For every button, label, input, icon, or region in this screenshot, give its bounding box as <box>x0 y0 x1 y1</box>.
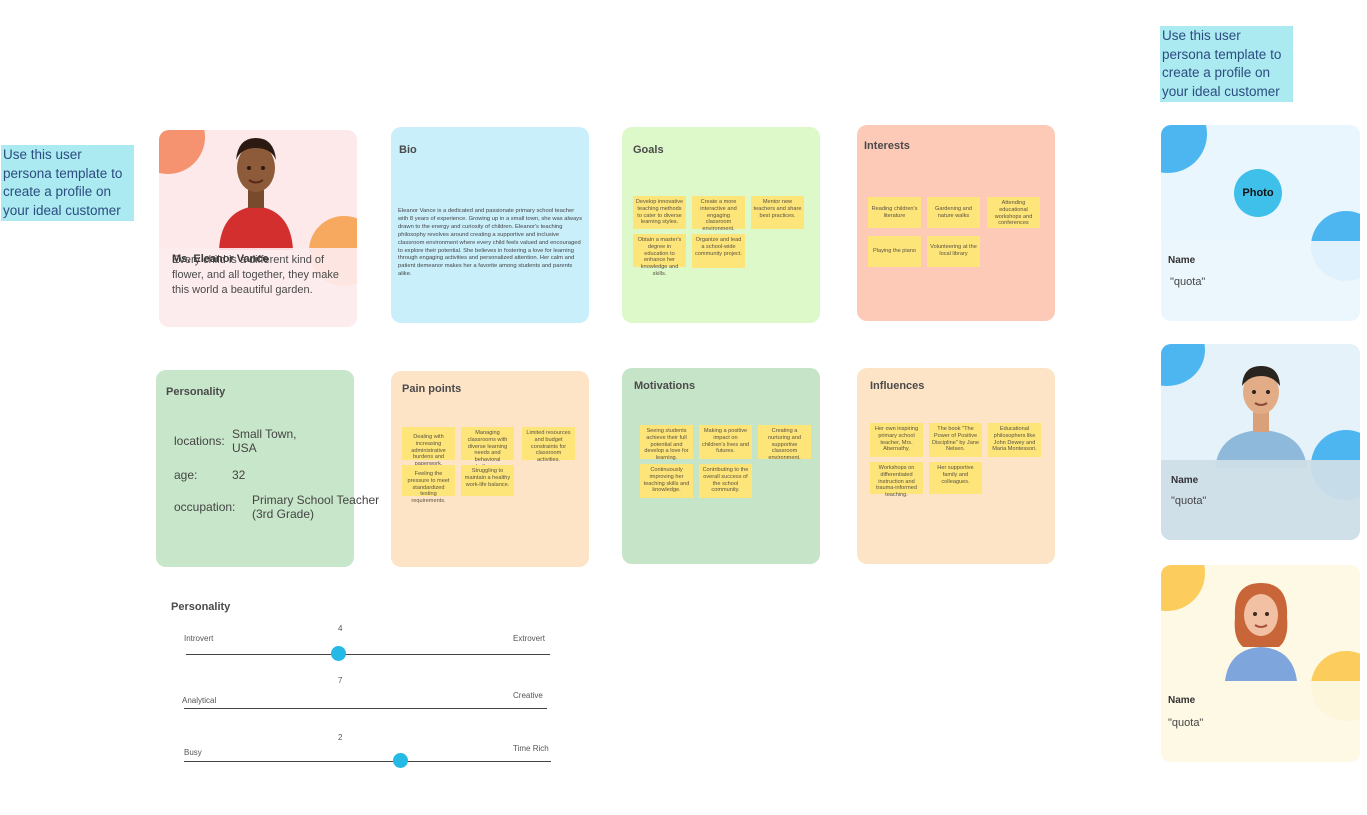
decor-blob <box>1161 125 1207 173</box>
personality-scale-title: Personality <box>171 601 231 613</box>
persona-name: Ms. Eleanor Vance <box>172 253 269 265</box>
pain-points-title: Pain points <box>402 383 462 395</box>
occupation-value: Primary School Teacher (3rd Grade) <box>252 493 380 521</box>
template-name: Name <box>1171 475 1199 486</box>
trait-value: 2 <box>338 733 343 742</box>
sticky-note: Seeing students achieve their full poten… <box>640 425 693 461</box>
trait-left-label: Busy <box>184 748 202 757</box>
slider-track <box>184 708 547 709</box>
hint-note-left: Use this user persona template to create… <box>1 145 134 221</box>
occupation-label: occupation: <box>174 500 236 514</box>
info-panel <box>1161 460 1360 540</box>
influences-card: Influences Her own inspiring primary sch… <box>857 368 1055 564</box>
slider-knob[interactable] <box>393 753 409 768</box>
trait-right-label: Time Rich <box>513 744 549 753</box>
sticky-note: The book "The Power of Positive Discipli… <box>929 423 982 457</box>
sticky-note: Making a positive impact on children's l… <box>699 425 752 459</box>
age-value: 32 <box>232 468 246 482</box>
quote-panel <box>159 248 357 327</box>
template-quote: "quota" <box>1170 276 1206 288</box>
bio-title: Bio <box>399 144 417 156</box>
template-quote: "quota" <box>1168 717 1204 729</box>
info-panel <box>1161 681 1360 762</box>
persona-quote: Every child is a different kind of flowe… <box>172 254 339 296</box>
avatar <box>1215 366 1307 468</box>
goals-title: Goals <box>633 144 664 156</box>
avatar <box>1225 583 1297 681</box>
avatar <box>219 138 293 250</box>
trait-right-label: Creative <box>513 691 543 700</box>
sticky-note: Gardening and nature walks <box>927 197 980 228</box>
location-label: locations: <box>174 434 225 448</box>
goals-card: Goals Develop innovative teaching method… <box>622 127 820 323</box>
photo-placeholder[interactable]: Photo <box>1234 169 1282 217</box>
motivations-card: Motivations Seeing students achieve thei… <box>622 368 820 564</box>
decor-blob <box>159 130 205 174</box>
sticky-note: Feeling the pressure to meet standardize… <box>402 465 455 504</box>
sticky-note: Attending educational workshops and conf… <box>987 197 1040 228</box>
sticky-note: Workshops on differentiated instruction … <box>870 462 923 498</box>
trait-left-label: Analytical <box>182 696 217 705</box>
trait-value: 4 <box>338 624 343 633</box>
sticky-note: Struggling to maintain a healthy work-li… <box>461 465 514 496</box>
template-quote: "quota" <box>1171 495 1207 507</box>
template-name: Name <box>1168 695 1196 706</box>
hint-note-right: Use this user persona template to create… <box>1160 26 1293 102</box>
influences-title: Influences <box>870 380 925 392</box>
template-card-female: Name "quota" <box>1161 565 1360 762</box>
bio-card: Bio Eleanor Vance is a dedicated and pas… <box>391 127 589 323</box>
personality-card: Personality locations: Small Town, USA a… <box>156 370 379 567</box>
slider-track <box>184 761 551 762</box>
sticky-note: Creating a nurturing and supportive clas… <box>758 425 811 461</box>
age-label: age: <box>174 468 198 482</box>
template-name: Name <box>1168 255 1196 266</box>
sticky-note: Limited resources and budget constraints… <box>522 427 575 463</box>
template-card-photo: Photo Name "quota" <box>1161 125 1360 321</box>
sticky-note: Her own inspiring primary school teacher… <box>870 423 923 457</box>
sticky-note: Create a more interactive and engaging c… <box>692 196 745 232</box>
sticky-note: Develop innovative teaching methods to c… <box>633 196 686 229</box>
sticky-note: Her supportive family and colleagues. <box>929 462 982 494</box>
sticky-note: Educational philosophers like John Dewey… <box>988 423 1041 457</box>
interests-card: Interests Reading children's literature … <box>857 125 1055 321</box>
trait-right-label: Extrovert <box>513 634 546 643</box>
sticky-note: Managing classrooms with diverse learnin… <box>461 427 514 470</box>
bio-text: Eleanor Vance is a dedicated and passion… <box>398 208 582 278</box>
template-card-male: Name "quota" <box>1161 344 1360 540</box>
interests-title: Interests <box>864 140 910 152</box>
sticky-note: Obtain a master's degree in education to… <box>633 234 686 277</box>
motivations-title: Motivations <box>634 380 696 392</box>
sticky-note: Playing the piano <box>868 236 921 267</box>
sticky-note: Volunteering at the local library <box>927 236 980 267</box>
pain-points-card: Pain points Dealing with increasing admi… <box>391 371 589 567</box>
trait-value: 7 <box>338 676 343 685</box>
persona-hero-card: Every child is a different kind of flowe… <box>159 130 357 327</box>
location-value: Small Town, USA <box>232 427 297 455</box>
info-panel <box>1161 241 1360 321</box>
sticky-note: Mentor new teachers and share best pract… <box>751 196 804 229</box>
sticky-note: Organize and lead a school-wide communit… <box>692 234 745 268</box>
sticky-note: Reading children's literature <box>868 197 921 228</box>
sticky-note: Continuously improving her teaching skil… <box>640 464 693 498</box>
personality-title: Personality <box>166 386 226 398</box>
decor-blob <box>1161 344 1205 386</box>
trait-left-label: Introvert <box>184 634 214 643</box>
decor-blob <box>1161 565 1205 611</box>
slider-track <box>186 654 550 655</box>
slider-knob[interactable] <box>331 646 347 661</box>
sticky-note: Contributing to the overall success of t… <box>699 464 752 498</box>
sticky-note: Dealing with increasing administrative b… <box>402 427 455 467</box>
